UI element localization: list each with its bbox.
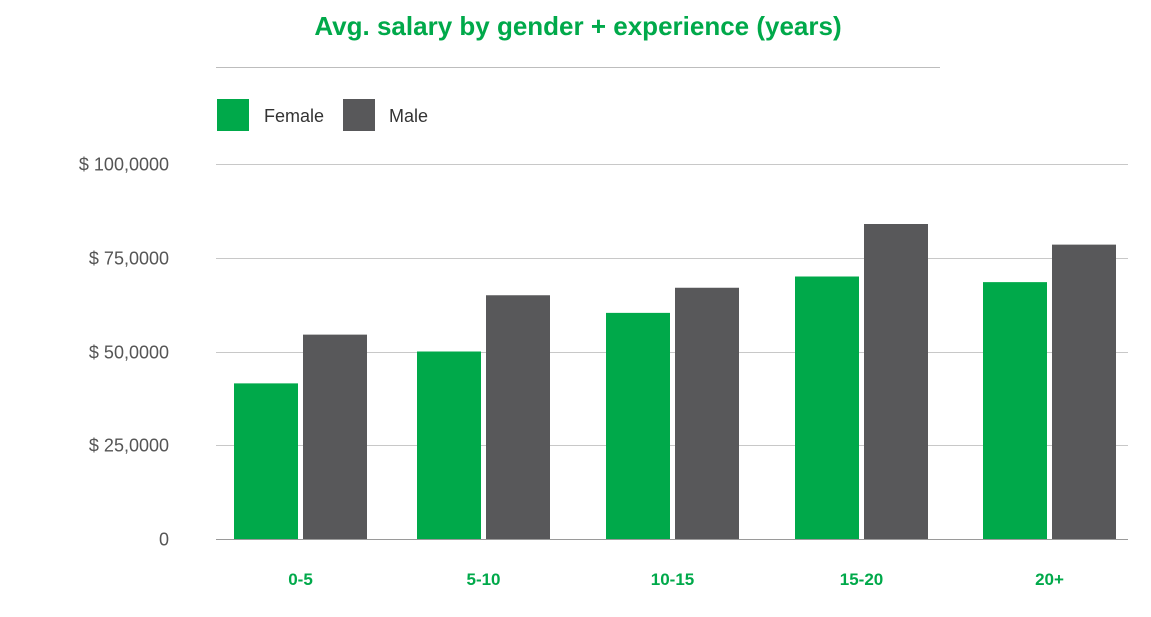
bar-male-15-20 [864, 224, 928, 539]
bar-female-0-5 [234, 383, 298, 539]
legend-label-male: Male [389, 106, 428, 126]
bar-male-20plus [1052, 244, 1116, 539]
bar-male-10-15 [675, 287, 739, 539]
bar-female-5-10 [417, 351, 481, 539]
x-tick-label: 5-10 [466, 570, 500, 589]
y-tick-label: $ 100,0000 [79, 155, 169, 175]
bar-female-15-20 [795, 276, 859, 539]
bar-male-0-5 [303, 334, 367, 539]
bar-male-5-10 [486, 295, 550, 539]
y-tick-label: $ 75,0000 [89, 249, 169, 269]
x-tick-label: 20+ [1035, 570, 1064, 589]
bars [234, 224, 1116, 539]
bar-female-20plus [983, 282, 1047, 539]
legend: Female Male [217, 99, 428, 131]
y-axis: 0 $ 25,0000 $ 50,0000 $ 75,0000 $ 100,0000 [79, 155, 169, 550]
y-tick-label: $ 25,0000 [89, 436, 169, 456]
x-tick-label: 0-5 [288, 570, 313, 589]
y-tick-label: $ 50,0000 [89, 343, 169, 363]
grid-lines [216, 164, 1128, 540]
y-tick-label: 0 [159, 530, 169, 550]
legend-label-female: Female [264, 106, 324, 126]
chart-title: Avg. salary by gender + experience (year… [314, 11, 841, 41]
x-tick-label: 15-20 [840, 570, 883, 589]
bar-female-10-15 [606, 312, 670, 539]
x-tick-label: 10-15 [651, 570, 694, 589]
legend-swatch-female [217, 99, 249, 131]
legend-swatch-male [343, 99, 375, 131]
x-axis: 0-5 5-10 10-15 15-20 20+ [288, 570, 1064, 589]
